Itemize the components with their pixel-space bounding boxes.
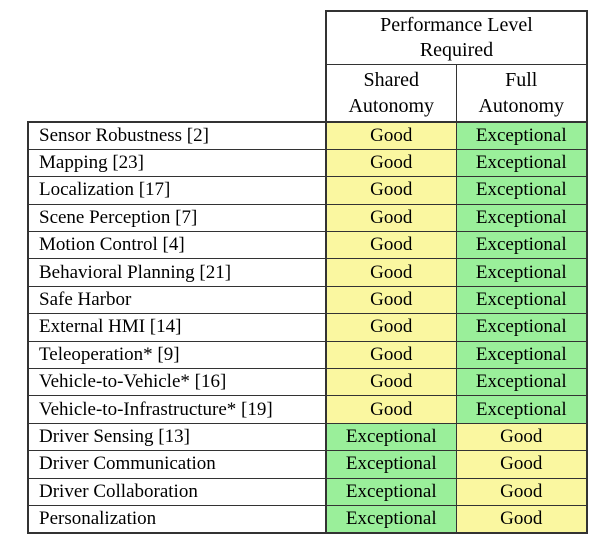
table-row: Personalization Exceptional Good — [27, 504, 588, 534]
corner-blank-cell-2 — [28, 64, 326, 122]
table-row: Localization [17] Good Exceptional — [27, 176, 588, 205]
shared-autonomy-header-line-1: Shared — [363, 69, 420, 91]
shared-autonomy-header: Shared Autonomy — [325, 64, 457, 123]
full-autonomy-header-line-1: Full — [505, 69, 538, 91]
shared-autonomy-value: Good — [325, 368, 457, 397]
full-autonomy-value: Exceptional — [455, 285, 588, 315]
row-label: Behavioral Planning [21] — [27, 258, 327, 287]
full-autonomy-value: Good — [455, 477, 588, 506]
row-label: Vehicle-to-Infrastructure* [19] — [27, 395, 327, 424]
full-autonomy-value: Exceptional — [455, 148, 588, 178]
table-body: Sensor Robustness [2] Good Exceptional Mapp… — [27, 120, 588, 534]
table-row: Safe Harbor Good Exceptional — [27, 285, 588, 315]
full-autonomy-value: Good — [455, 450, 588, 479]
table-row: Vehicle-to-Infrastructure* [19] Good Excep… — [27, 395, 588, 424]
shared-autonomy-value: Exceptional — [325, 504, 457, 534]
row-label: Sensor Robustness [2] — [27, 120, 327, 150]
table-row: Scene Perception [7] Good Exceptional — [27, 203, 588, 233]
full-autonomy-value: Good — [455, 422, 588, 452]
shared-autonomy-value: Good — [325, 231, 457, 260]
full-autonomy-header-line-2: Autonomy — [478, 95, 565, 117]
full-autonomy-value: Exceptional — [455, 258, 588, 287]
row-label: Mapping [23] — [27, 148, 327, 178]
shared-autonomy-value: Good — [325, 176, 457, 205]
row-label: Driver Communication — [27, 450, 327, 479]
shared-autonomy-value: Good — [325, 258, 457, 287]
table-row: Motion Control [4] Good Exceptional — [27, 231, 588, 260]
performance-level-table: Performance Level Required Shared Autono… — [27, 10, 588, 534]
corner-blank-cell — [28, 11, 326, 65]
shared-autonomy-value: Good — [325, 148, 457, 178]
group-header-line-1: Performance Level — [380, 14, 533, 36]
row-label: Teleoperation* [9] — [27, 340, 327, 370]
row-label: Motion Control [4] — [27, 231, 327, 260]
group-header-cell: Performance Level Required — [325, 10, 588, 65]
table-header: Performance Level Required Shared Autono… — [28, 10, 588, 123]
group-header-line-2: Required — [419, 39, 494, 61]
full-autonomy-value: Exceptional — [455, 313, 588, 342]
row-label: Vehicle-to-Vehicle* [16] — [27, 368, 327, 397]
full-autonomy-value: Exceptional — [455, 203, 588, 233]
row-label: External HMI [14] — [27, 313, 327, 342]
row-label: Personalization — [27, 504, 327, 534]
shared-autonomy-value: Good — [325, 203, 457, 233]
row-label: Safe Harbor — [27, 285, 327, 315]
shared-autonomy-value: Good — [325, 340, 457, 370]
full-autonomy-value: Exceptional — [455, 340, 588, 370]
shared-autonomy-value: Good — [325, 285, 457, 315]
full-autonomy-value: Exceptional — [455, 231, 588, 260]
shared-autonomy-value: Good — [325, 313, 457, 342]
table-row: Driver Collaboration Exceptional Good — [27, 477, 588, 506]
shared-autonomy-value: Good — [325, 395, 457, 424]
table-row: Driver Sensing [13] Exceptional Good — [27, 422, 588, 452]
column-header-row: Shared Autonomy Full Autonomy — [28, 64, 588, 123]
full-autonomy-value: Exceptional — [455, 120, 588, 150]
group-header-row: Performance Level Required — [28, 10, 588, 65]
shared-autonomy-value: Good — [325, 120, 457, 150]
table-row: Teleoperation* [9] Good Exceptional — [27, 340, 588, 370]
table-row: Driver Communication Exceptional Good — [27, 450, 588, 479]
shared-autonomy-header-line-2: Autonomy — [348, 95, 435, 117]
full-autonomy-value: Exceptional — [455, 176, 588, 205]
table-row: Behavioral Planning [21] Good Exceptional — [27, 258, 588, 287]
row-label: Localization [17] — [27, 176, 327, 205]
full-autonomy-value: Good — [455, 504, 588, 534]
table-row: External HMI [14] Good Exceptional — [27, 313, 588, 342]
shared-autonomy-value: Exceptional — [325, 422, 457, 452]
row-label: Scene Perception [7] — [27, 203, 327, 233]
full-autonomy-header: Full Autonomy — [455, 64, 588, 123]
full-autonomy-value: Exceptional — [455, 368, 588, 397]
table-row: Vehicle-to-Vehicle* [16] Good Exceptional — [27, 368, 588, 397]
shared-autonomy-value: Exceptional — [325, 477, 457, 506]
table-row: Sensor Robustness [2] Good Exceptional — [27, 120, 588, 150]
table-row: Mapping [23] Good Exceptional — [27, 148, 588, 178]
row-label: Driver Collaboration — [27, 477, 327, 506]
row-label: Driver Sensing [13] — [27, 422, 327, 452]
shared-autonomy-value: Exceptional — [325, 450, 457, 479]
full-autonomy-value: Exceptional — [455, 395, 588, 424]
